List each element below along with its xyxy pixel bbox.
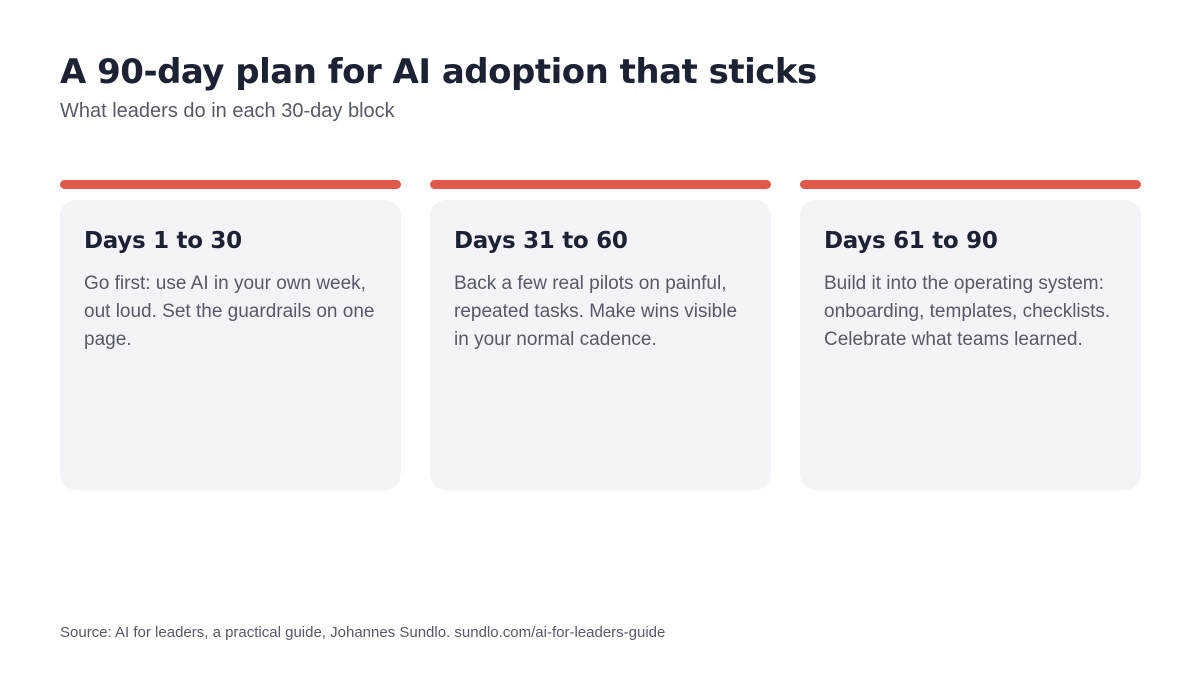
page-title: A 90-day plan for AI adoption that stick… [60, 52, 817, 92]
phase-1-accent-bar [60, 180, 401, 189]
phase-3-card: Days 61 to 90 Build it into the operatin… [800, 200, 1141, 490]
phase-2-description: Back a few real pilots on painful, repea… [454, 273, 738, 350]
phase-3-accent-bar [800, 180, 1141, 189]
phase-column-3: Days 61 to 90 Build it into the operatin… [800, 180, 1141, 490]
phase-2-card: Days 31 to 60 Back a few real pilots on … [430, 200, 771, 490]
phase-column-2: Days 31 to 60 Back a few real pilots on … [430, 180, 771, 490]
source-citation: Source: AI for leaders, a practical guid… [60, 624, 666, 641]
phase-3-heading: Days 61 to 90 [824, 228, 998, 254]
phase-2-accent-bar [430, 180, 771, 189]
phase-1-card: Days 1 to 30 Go first: use AI in your ow… [60, 200, 401, 490]
phase-1-heading: Days 1 to 30 [84, 228, 242, 254]
phase-2-heading: Days 31 to 60 [454, 228, 628, 254]
phase-columns: Days 1 to 30 Go first: use AI in your ow… [60, 180, 1141, 490]
phase-column-1: Days 1 to 30 Go first: use AI in your ow… [60, 180, 401, 490]
phase-3-description: Build it into the operating system: onbo… [824, 273, 1111, 350]
phase-1-description: Go first: use AI in your own week, out l… [84, 273, 375, 350]
page-subtitle: What leaders do in each 30-day block [60, 100, 395, 122]
